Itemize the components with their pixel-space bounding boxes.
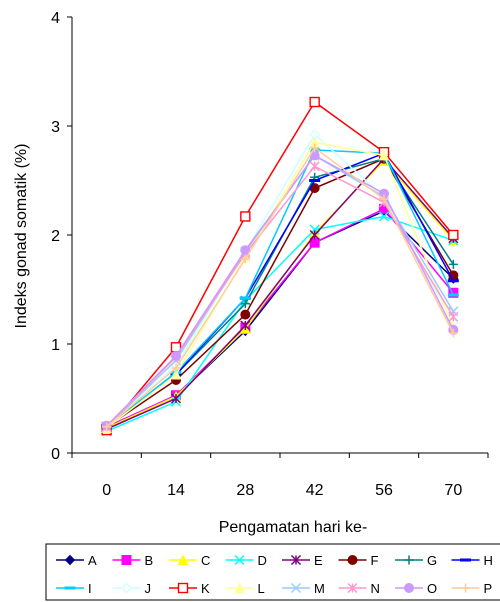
series-line-l (106, 141, 455, 429)
series-line-p (106, 146, 454, 428)
data-point-d (378, 211, 390, 222)
data-point-e (240, 320, 251, 331)
legend-marker (121, 582, 132, 594)
x-axis-ticks: 0 14 28 42 56 70 (71, 453, 489, 499)
legend-marker (461, 583, 470, 593)
legend-label: C (201, 553, 210, 568)
legend-entry-b: B (112, 553, 154, 568)
series-line-a (106, 210, 454, 429)
x-tick-label: 42 (306, 482, 324, 499)
x-tick-label: 14 (167, 482, 185, 499)
data-point-k (309, 96, 320, 108)
legend-entry-l: L (225, 581, 265, 596)
legend-entry-i: I (56, 581, 92, 596)
legend-marker (347, 582, 358, 594)
legend-label: E (314, 553, 323, 568)
legend-entry-a: A (56, 553, 97, 568)
legend-entry-j: J (112, 581, 152, 596)
data-point-p (310, 143, 320, 153)
data-point-e (309, 229, 320, 241)
legend-marker (404, 555, 414, 565)
data-point-p (448, 328, 458, 338)
legend-label: D (258, 553, 267, 568)
data-point-p (379, 194, 389, 204)
legend-marker (347, 555, 358, 565)
legend-entry-o: O (395, 581, 437, 596)
legend-label: N (371, 581, 380, 596)
legend-marker (234, 582, 245, 593)
legend-entry-h: H (451, 553, 493, 568)
legend-marker (177, 582, 189, 594)
legend-entries: A B C D E F G H I J K L M N O P (56, 553, 493, 596)
legend-label: K (201, 581, 210, 596)
legend-entry-k: K (169, 581, 210, 596)
series-layer (101, 96, 459, 437)
data-point-f (240, 309, 251, 320)
legend-label: F (371, 553, 379, 568)
series-line-k (106, 100, 454, 431)
x-tick-label: 0 (102, 482, 111, 499)
data-point-n (448, 311, 459, 322)
legend-entry-n: N (338, 581, 380, 596)
data-point-g (240, 299, 250, 309)
x-tick-label: 56 (375, 482, 393, 499)
legend-label: L (258, 581, 265, 596)
series-line-d (106, 215, 454, 432)
legend-label: H (484, 553, 493, 568)
legend-label: A (88, 553, 97, 568)
y-tick-label: 2 (51, 228, 60, 245)
legend-entry-m: M (282, 581, 325, 596)
legend-marker (121, 555, 132, 565)
series-d (101, 211, 459, 437)
data-point-p (171, 363, 181, 373)
legend-label: B (145, 553, 154, 568)
y-tick-label: 0 (51, 446, 60, 463)
y-tick-label: 3 (51, 119, 60, 136)
data-point-e (170, 393, 182, 404)
legend-entry-g: G (395, 553, 437, 568)
data-point-g (448, 259, 458, 269)
legend-entry-e: E (282, 553, 323, 568)
legend-marker (404, 583, 414, 593)
legend-label: G (427, 553, 437, 568)
legend-box (45, 543, 500, 601)
data-point-o (171, 350, 181, 361)
data-point-k (448, 229, 459, 241)
legend-label: O (427, 581, 437, 596)
series-line-i (106, 149, 455, 428)
x-tick-label: 28 (236, 482, 254, 499)
legend-marker (290, 554, 302, 566)
x-tick-label: 70 (444, 482, 462, 499)
legend-marker (177, 554, 189, 565)
series-line-e (106, 157, 454, 430)
legend-label: P (484, 581, 493, 596)
data-point-l (170, 368, 182, 380)
legend-entry-f: F (338, 553, 379, 568)
data-point-n (309, 161, 320, 172)
legend-marker (290, 582, 302, 594)
legend: A B C D E F G H I J K L M N O P (45, 543, 500, 601)
legend-label: I (88, 581, 92, 596)
legend-entry-d: D (225, 553, 267, 568)
series-p (102, 143, 458, 432)
legend-marker (64, 554, 76, 566)
y-tick-label: 1 (51, 337, 60, 354)
data-point-p (102, 422, 112, 432)
legend-entry-p: P (451, 581, 493, 596)
y-tick-label: 4 (51, 10, 60, 27)
legend-label: J (145, 581, 152, 596)
data-point-b (448, 287, 459, 298)
legend-marker (234, 554, 245, 566)
legend-entry-c: C (169, 553, 210, 568)
legend-label: M (314, 581, 325, 596)
data-point-l (378, 149, 390, 161)
data-point-k (240, 211, 251, 222)
x-axis-title: Pengamatan hari ke- (219, 519, 368, 536)
plot-area: 0 1 2 3 4 0 14 28 42 56 70 (51, 10, 489, 499)
y-axis-ticks: 0 1 2 3 4 (51, 10, 72, 463)
y-axis-title: Indeks gonad somatik (%) (13, 144, 30, 329)
data-point-p (240, 254, 250, 264)
